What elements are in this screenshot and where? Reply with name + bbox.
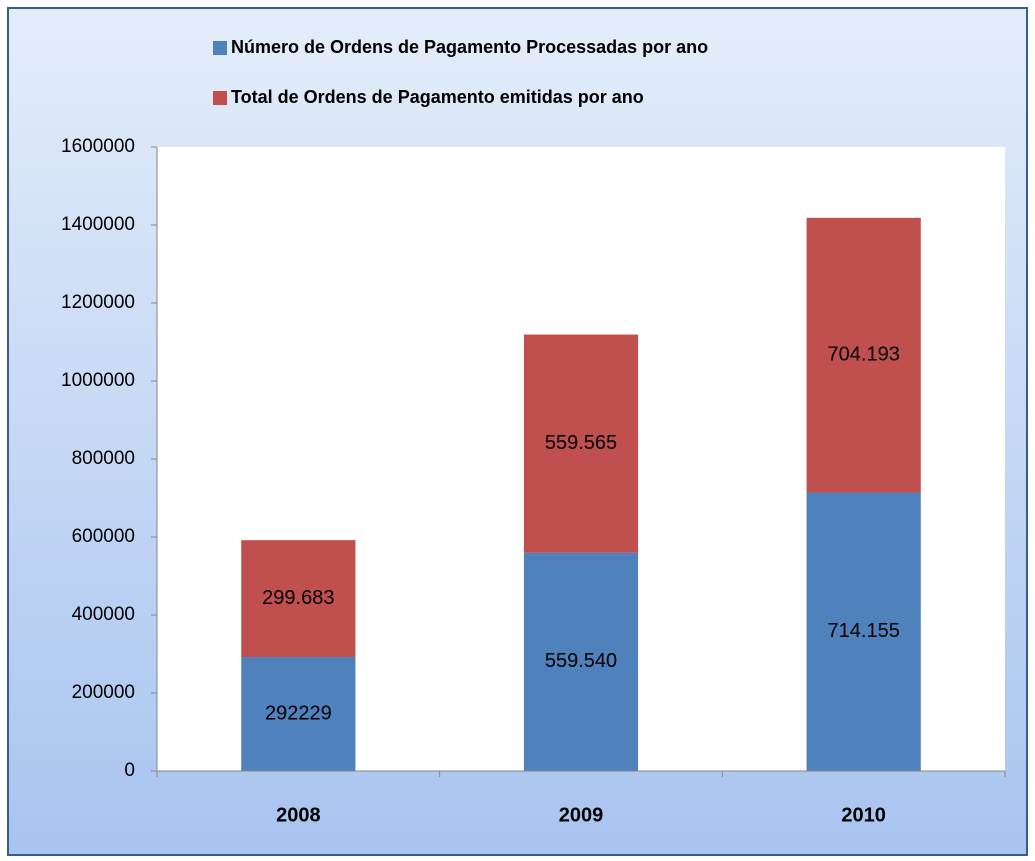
legend-label: Número de Ordens de Pagamento Processada…: [231, 37, 708, 57]
data-label: 704.193: [828, 343, 900, 365]
legend-label: Total de Ordens de Pagamento emitidas po…: [231, 87, 644, 107]
legend-swatch: [213, 41, 227, 55]
y-tick-label: 0: [124, 760, 135, 781]
bar-segment: [241, 657, 356, 771]
x-tick-label: 2009: [559, 804, 604, 826]
data-label: 714.155: [828, 620, 900, 642]
bar-segment: [806, 217, 921, 493]
y-tick-label: 600000: [72, 526, 135, 547]
data-label: 299.683: [262, 587, 334, 609]
y-tick-label: 200000: [72, 682, 135, 703]
y-tick-label: 800000: [72, 448, 135, 469]
y-tick-label: 1600000: [61, 136, 135, 157]
y-tick-label: 400000: [72, 604, 135, 625]
legend-swatch: [213, 91, 227, 105]
y-tick-label: 1400000: [61, 214, 135, 235]
bar-segment: [241, 540, 356, 658]
data-label: 292229: [265, 702, 332, 724]
x-tick-label: 2008: [276, 804, 321, 826]
data-label: 559.540: [545, 650, 617, 672]
bar-segment: [523, 334, 639, 553]
data-label: 559.565: [545, 432, 617, 454]
x-tick-label: 2010: [841, 804, 886, 826]
y-tick-label: 1000000: [61, 370, 135, 391]
y-tick-label: 1200000: [61, 292, 135, 313]
bar-segment: [523, 552, 639, 771]
bar-segment: [806, 492, 921, 771]
